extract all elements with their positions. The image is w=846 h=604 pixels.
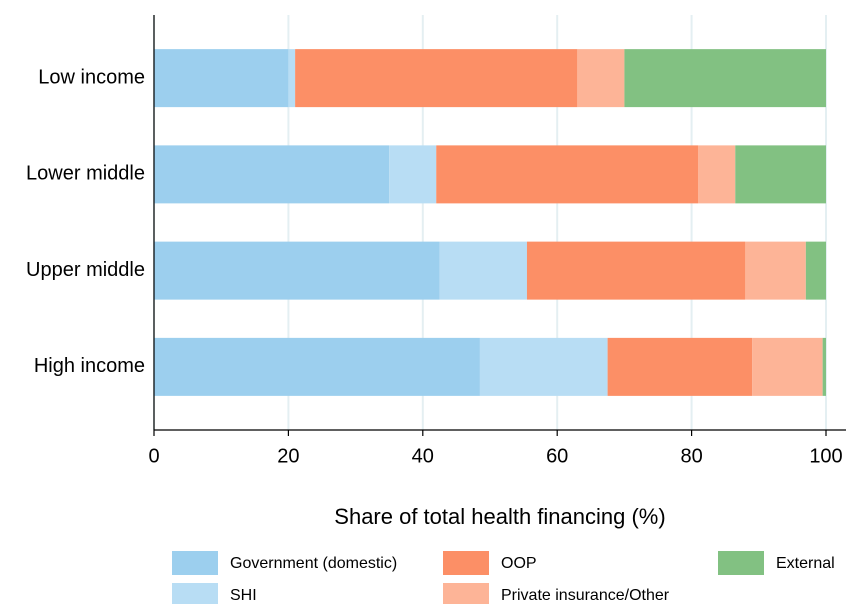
x-tick-label: 100 xyxy=(809,445,842,467)
bar-segment xyxy=(752,337,823,396)
bar-segment xyxy=(526,241,746,300)
x-axis-title: Share of total health financing (%) xyxy=(334,504,665,529)
y-tick-label: Lower middle xyxy=(26,163,145,185)
legend-swatch xyxy=(172,551,218,575)
bar-segment xyxy=(154,241,440,300)
x-tick-label: 80 xyxy=(680,445,702,467)
bar-segment xyxy=(745,241,806,300)
bar-segment xyxy=(439,241,527,300)
legend-swatch xyxy=(172,583,218,604)
bar-segment xyxy=(389,145,437,204)
bar-segment xyxy=(607,337,753,396)
bar-segment xyxy=(698,145,736,204)
bar-segment xyxy=(805,241,826,300)
y-tick-label: Low income xyxy=(38,66,145,88)
legend-label: SHI xyxy=(230,587,257,604)
bar-segment xyxy=(735,145,826,204)
y-tick-label: High income xyxy=(34,355,145,377)
bar-segment xyxy=(154,337,480,396)
bar-segment xyxy=(624,49,826,108)
legend-label: Government (domestic) xyxy=(230,555,397,572)
bar-segment xyxy=(479,337,608,396)
legend-label: Private insurance/Other xyxy=(501,587,670,604)
bar-segment xyxy=(577,49,625,108)
x-tick-label: 0 xyxy=(148,445,159,467)
x-tick-label: 40 xyxy=(412,445,434,467)
bar-segment xyxy=(154,145,390,204)
legend-label: OOP xyxy=(501,555,537,572)
bar-segment xyxy=(822,337,826,396)
x-tick-label: 60 xyxy=(546,445,568,467)
legend-label: External xyxy=(776,555,835,572)
legend-swatch xyxy=(718,551,764,575)
bar-segment xyxy=(154,49,289,108)
bar-segment xyxy=(288,49,296,108)
x-tick-label: 20 xyxy=(277,445,299,467)
legend-swatch xyxy=(443,551,489,575)
legend-swatch xyxy=(443,583,489,604)
bar-segment xyxy=(436,145,699,204)
bar-segment xyxy=(295,49,578,108)
y-tick-label: Upper middle xyxy=(26,259,145,281)
